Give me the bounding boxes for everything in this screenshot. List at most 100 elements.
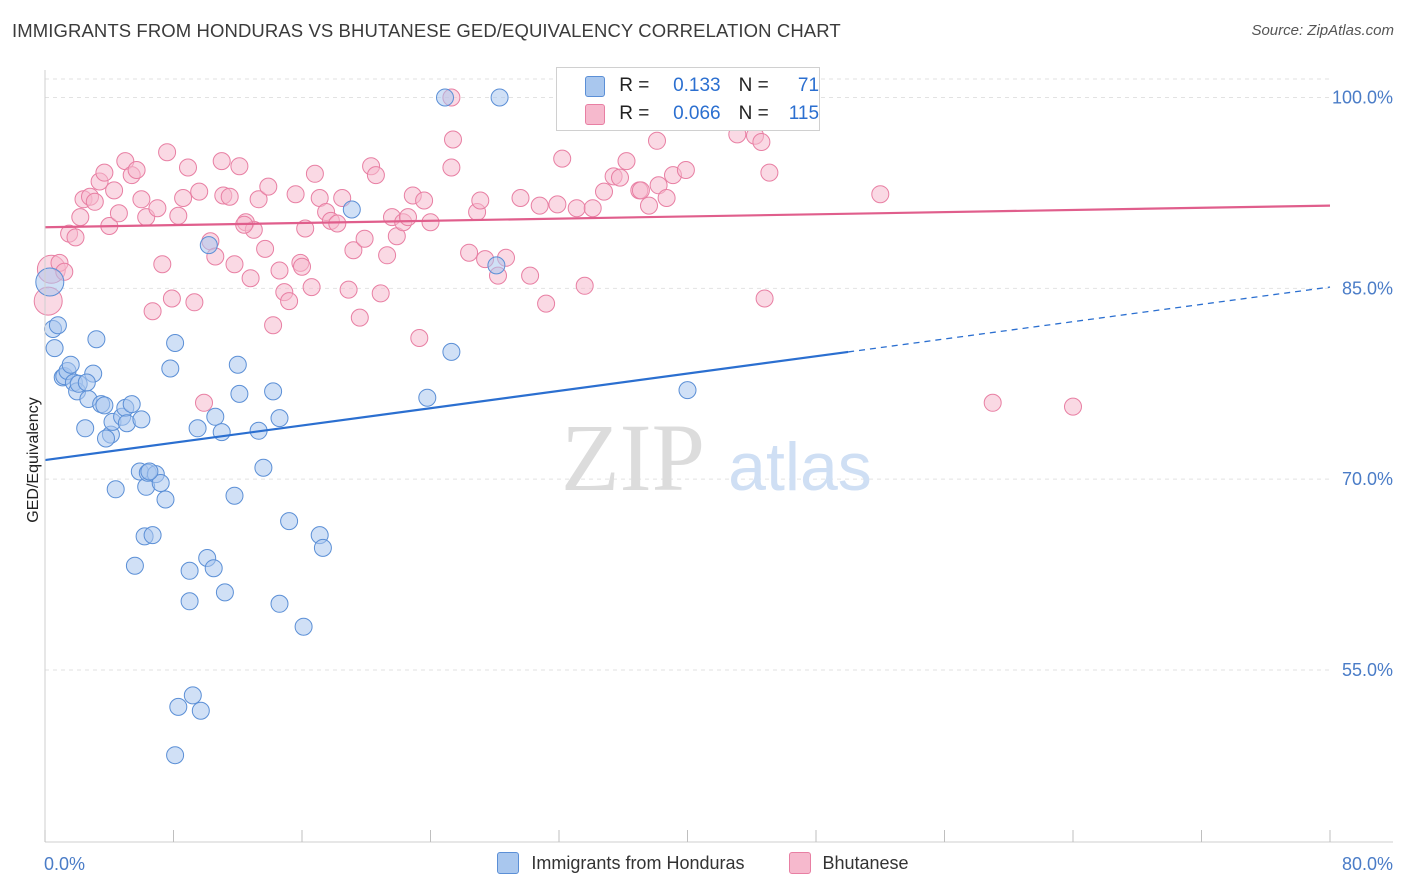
honduras-point	[48, 316, 67, 335]
bhutanese-point	[190, 182, 209, 201]
bhutanese-point	[293, 257, 311, 276]
bhutanese-point	[366, 166, 385, 185]
honduras-point	[95, 396, 114, 415]
honduras-point	[418, 388, 437, 407]
honduras-point	[122, 395, 141, 414]
bhutanese-point	[143, 302, 162, 321]
bhutanese-point	[648, 131, 666, 150]
bhutanese-point	[127, 161, 146, 179]
bhutanese-point	[71, 208, 90, 227]
bhutanese-point	[444, 130, 462, 149]
honduras-point	[254, 458, 273, 477]
legend-item-bhutanese[interactable]: Bhutanese	[788, 852, 909, 874]
honduras-point	[188, 419, 207, 438]
legend-item-honduras[interactable]: Immigrants from Honduras	[497, 852, 745, 874]
bhutanese-point	[105, 181, 124, 200]
x-tick-label: 80.0%	[1342, 854, 1393, 874]
honduras-point	[151, 474, 170, 492]
bhutanese-point	[249, 190, 268, 209]
bhutanese-point	[611, 168, 629, 187]
honduras-point	[442, 342, 461, 361]
honduras-point	[191, 701, 210, 720]
bhutanese-point	[179, 158, 197, 177]
honduras-point	[206, 407, 225, 426]
bhutanese-point	[350, 308, 369, 327]
bhutanese-point	[575, 276, 594, 295]
legend-label-honduras: Immigrants from Honduras	[531, 852, 745, 873]
bhutanese-point	[162, 289, 181, 308]
stats-row-bhutanese: R = 0.066 N = 115	[557, 100, 819, 128]
watermark-atlas: atlas	[728, 429, 872, 505]
bhutanese-point	[649, 176, 668, 195]
honduras-point	[161, 359, 180, 378]
bhutanese-point	[270, 261, 289, 280]
n-value: 115	[788, 103, 820, 124]
legend-label-bhutanese: Bhutanese	[822, 852, 909, 873]
honduras-point	[270, 409, 289, 428]
bhutanese-point	[583, 199, 602, 218]
honduras-point	[169, 697, 188, 716]
honduras-point	[166, 334, 185, 352]
honduras-point	[280, 512, 299, 531]
bhutanese-point	[657, 189, 676, 207]
bhutanese-trend-line	[44, 204, 1331, 229]
bhutanese-point	[415, 191, 434, 210]
axes: 55.0% 70.0% 85.0% 100.0% 0.0% 80.0%	[44, 70, 1393, 874]
honduras-point	[436, 88, 454, 107]
honduras-point	[156, 490, 175, 509]
bhutanese-point	[280, 292, 299, 311]
bhutanese-point	[305, 164, 324, 183]
watermark: ZIP atlas	[561, 404, 872, 511]
bhutanese-point	[95, 163, 114, 182]
bhutanese-point	[153, 255, 172, 274]
bhutanese-point	[410, 329, 429, 347]
bhutanese-point	[158, 143, 177, 162]
bhutanese-point	[230, 157, 249, 176]
bhutanese-point	[378, 246, 397, 265]
honduras-point	[204, 559, 223, 578]
r-value: 0.066	[673, 103, 721, 124]
bhutanese-point	[617, 152, 636, 171]
bhutanese-point	[264, 316, 283, 335]
honduras-point	[35, 267, 65, 297]
bhutanese-point	[640, 196, 658, 215]
honduras-point	[215, 583, 234, 602]
honduras-point	[678, 381, 697, 400]
honduras-point	[140, 462, 159, 481]
bhutanese-point	[355, 229, 374, 248]
series-bhutanese-points	[33, 88, 1082, 416]
honduras-point	[264, 382, 283, 401]
bhutanese-point	[339, 280, 358, 299]
r-label: R =	[619, 103, 650, 124]
honduras-point	[166, 746, 185, 765]
watermark-zip: ZIP	[561, 404, 705, 511]
bhutanese-point	[567, 199, 586, 218]
r-value: 0.133	[673, 75, 721, 96]
honduras-point	[77, 373, 96, 392]
honduras-point	[180, 561, 199, 580]
source-label: Source: ZipAtlas.com	[1251, 22, 1394, 39]
x-tick-label: 0.0%	[44, 854, 85, 874]
r-label: R =	[619, 75, 650, 96]
honduras-point	[490, 88, 509, 107]
bhutanese-point	[421, 213, 440, 232]
bhutanese-point	[220, 187, 239, 206]
honduras-trend-line	[44, 350, 849, 462]
bhutanese-point	[344, 241, 363, 260]
bhutanese-point	[760, 163, 779, 182]
bhutanese-point	[109, 204, 128, 223]
legend: Immigrants from Honduras Bhutanese	[0, 852, 1406, 874]
honduras-point	[45, 339, 64, 358]
stats-swatch-bhutanese	[585, 103, 606, 125]
bhutanese-point	[286, 185, 305, 204]
honduras-point	[76, 419, 95, 438]
honduras-point	[180, 592, 199, 611]
n-value: 71	[797, 75, 820, 96]
honduras-point	[125, 556, 144, 575]
legend-swatch-bhutanese	[788, 852, 811, 874]
bhutanese-point	[259, 177, 278, 196]
bhutanese-point	[256, 239, 275, 258]
honduras-point	[61, 355, 80, 374]
bhutanese-point	[1064, 397, 1082, 416]
